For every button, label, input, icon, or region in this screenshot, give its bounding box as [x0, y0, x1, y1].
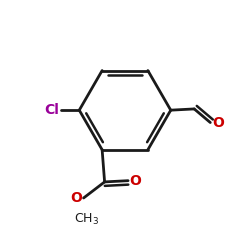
Text: O: O	[130, 174, 141, 188]
Text: O: O	[71, 191, 83, 205]
Text: CH$_3$: CH$_3$	[74, 212, 98, 227]
Text: Cl: Cl	[44, 103, 60, 117]
Text: O: O	[212, 116, 224, 130]
